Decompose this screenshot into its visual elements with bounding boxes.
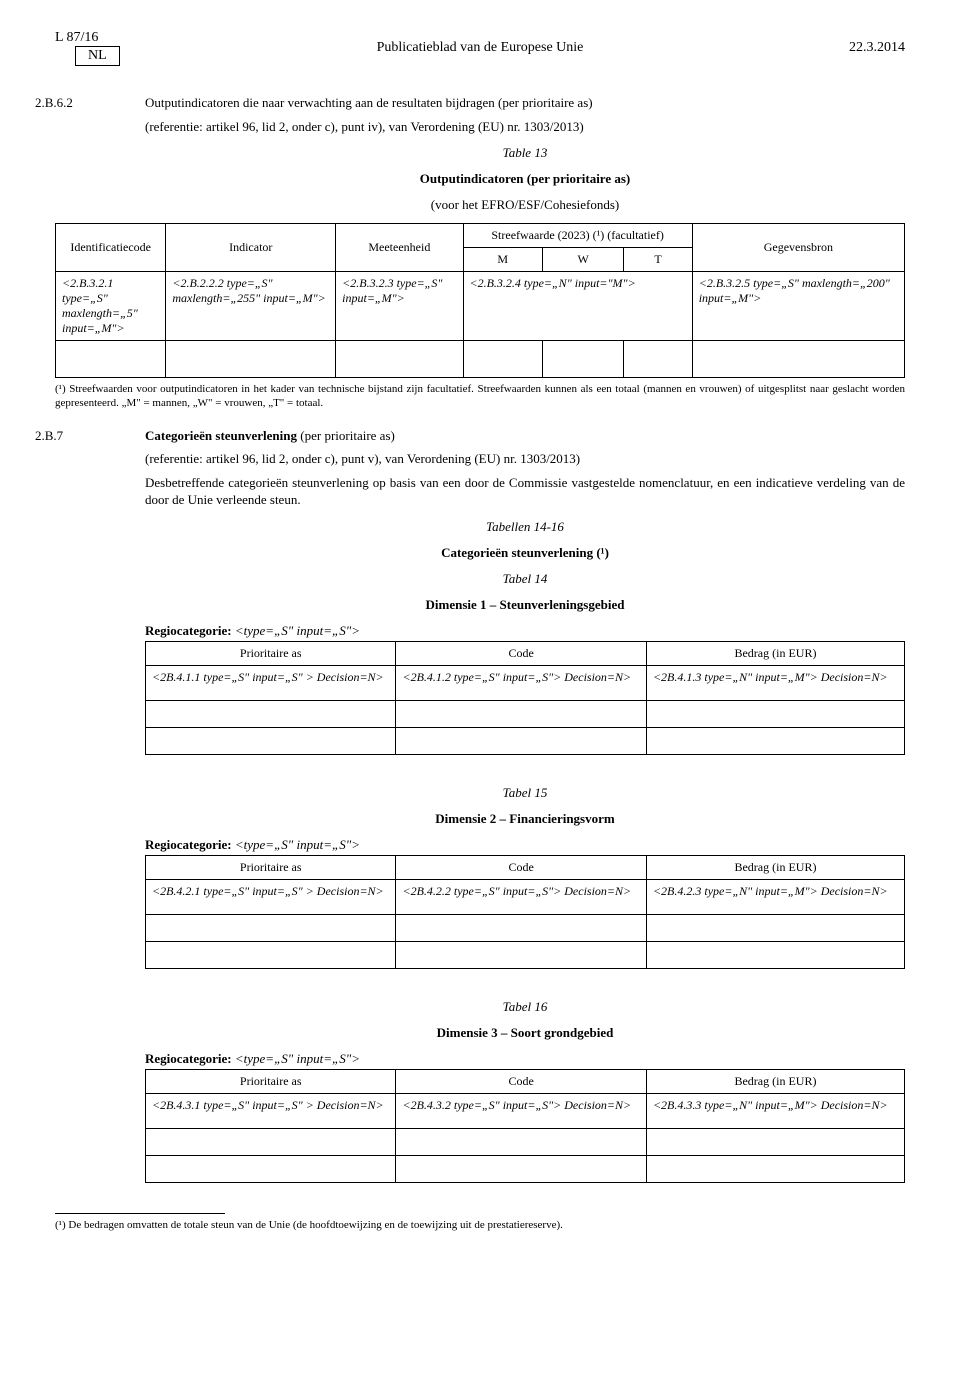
section-2b7-reference: (referentie: artikel 96, lid 2, onder c)…	[145, 450, 905, 468]
t13-c2: <2.B.2.2.2 type=„S" maxlength=„255" inpu…	[166, 272, 336, 341]
header-date: 22.3.2014	[805, 40, 905, 56]
table13-title: Outputindicatoren (per prioritaire as)	[145, 171, 905, 187]
section-2b7-heading: 2.B.7Categorieën steunverlening (per pri…	[145, 427, 905, 445]
t15-c1: <2B.4.2.1 type=„S" input=„S" > Decision=…	[146, 879, 396, 914]
t14-c3: <2B.4.1.3 type=„N" input=„M"> Decision=N…	[646, 665, 904, 700]
th-indicator: Indicator	[166, 224, 336, 272]
bottom-footnote: (¹) De bedragen omvatten de totale steun…	[55, 1218, 905, 1232]
th-source: Gegevensbron	[692, 224, 904, 272]
journal-title: Publicatieblad van de Europese Unie	[155, 40, 805, 56]
tabel16-label: Tabel 16	[145, 999, 905, 1015]
t15-c3: <2B.4.2.3 type=„N" input=„M"> Decision=N…	[646, 879, 904, 914]
tabel15-title: Dimensie 2 – Financieringsvorm	[145, 811, 905, 827]
th-axis: Prioritaire as	[146, 1069, 396, 1093]
page-reference: L 87/16	[55, 30, 98, 45]
section-2b7-desc: Desbetreffende categorieën steunverlenin…	[145, 474, 905, 509]
section-2b62-reference: (referentie: artikel 96, lid 2, onder c)…	[145, 118, 905, 136]
th-unit: Meeteenheid	[336, 224, 463, 272]
th-axis: Prioritaire as	[146, 855, 396, 879]
table13-subtitle: (voor het EFRO/ESF/Cohesiefonds)	[145, 197, 905, 213]
t13-c5: <2.B.3.2.5 type=„S" maxlength=„200" inpu…	[692, 272, 904, 341]
th-amount: Bedrag (in EUR)	[646, 855, 904, 879]
t13-c3: <2.B.3.2.3 type=„S" input=„M">	[336, 272, 463, 341]
th-id: Identificatiecode	[56, 224, 166, 272]
regio-14: Regiocategorie: <type=„S" input=„S">	[145, 623, 905, 639]
language-box: NL	[75, 46, 120, 66]
tables-14-16-label: Tabellen 14-16	[145, 519, 905, 535]
section-2b62-heading: 2.B.6.2Outputindicatoren die naar verwac…	[145, 94, 905, 112]
table-16: Prioritaire as Code Bedrag (in EUR) <2B.…	[145, 1069, 905, 1183]
cat-title: Categorieën steunverlening (¹)	[145, 545, 905, 561]
table-13: Identificatiecode Indicator Meeteenheid …	[55, 223, 905, 378]
tabel15-label: Tabel 15	[145, 785, 905, 801]
page-header: L 87/16 NL Publicatieblad van de Europes…	[55, 30, 905, 66]
th-code: Code	[396, 1069, 646, 1093]
regio-16: Regiocategorie: <type=„S" input=„S">	[145, 1051, 905, 1067]
t14-c1: <2B.4.1.1 type=„S" input=„S" > Decision=…	[146, 665, 396, 700]
t15-c2: <2B.4.2.2 type=„S" input=„S"> Decision=N…	[396, 879, 646, 914]
table-15: Prioritaire as Code Bedrag (in EUR) <2B.…	[145, 855, 905, 969]
th-target: Streefwaarde (2023) (¹) (facultatief)	[463, 224, 692, 248]
table13-label: Table 13	[145, 145, 905, 161]
th-axis: Prioritaire as	[146, 641, 396, 665]
th-t: T	[624, 248, 692, 272]
t14-c2: <2B.4.1.2 type=„S" input=„S"> Decision=N…	[396, 665, 646, 700]
t13-c1: <2.B.3.2.1 type=„S" maxlength=„5" input=…	[56, 272, 166, 341]
table-14: Prioritaire as Code Bedrag (in EUR) <2B.…	[145, 641, 905, 755]
t16-c1: <2B.4.3.1 type=„S" input=„S" > Decision=…	[146, 1093, 396, 1128]
regio-15: Regiocategorie: <type=„S" input=„S">	[145, 837, 905, 853]
tabel14-title: Dimensie 1 – Steunverleningsgebied	[145, 597, 905, 613]
th-w: W	[542, 248, 624, 272]
tabel14-label: Tabel 14	[145, 571, 905, 587]
footnote-separator	[55, 1213, 225, 1214]
t13-c4: <2.B.3.2.4 type=„N" input="M">	[463, 272, 692, 341]
t16-c2: <2B.4.3.2 type=„S" input=„S"> Decision=N…	[396, 1093, 646, 1128]
tabel16-title: Dimensie 3 – Soort grondgebied	[145, 1025, 905, 1041]
table13-footnote: (¹) Streefwaarden voor outputindicatoren…	[55, 382, 905, 411]
th-m: M	[463, 248, 542, 272]
t16-c3: <2B.4.3.3 type=„N" input=„M"> Decision=N…	[646, 1093, 904, 1128]
th-amount: Bedrag (in EUR)	[646, 1069, 904, 1093]
th-code: Code	[396, 641, 646, 665]
th-code: Code	[396, 855, 646, 879]
th-amount: Bedrag (in EUR)	[646, 641, 904, 665]
